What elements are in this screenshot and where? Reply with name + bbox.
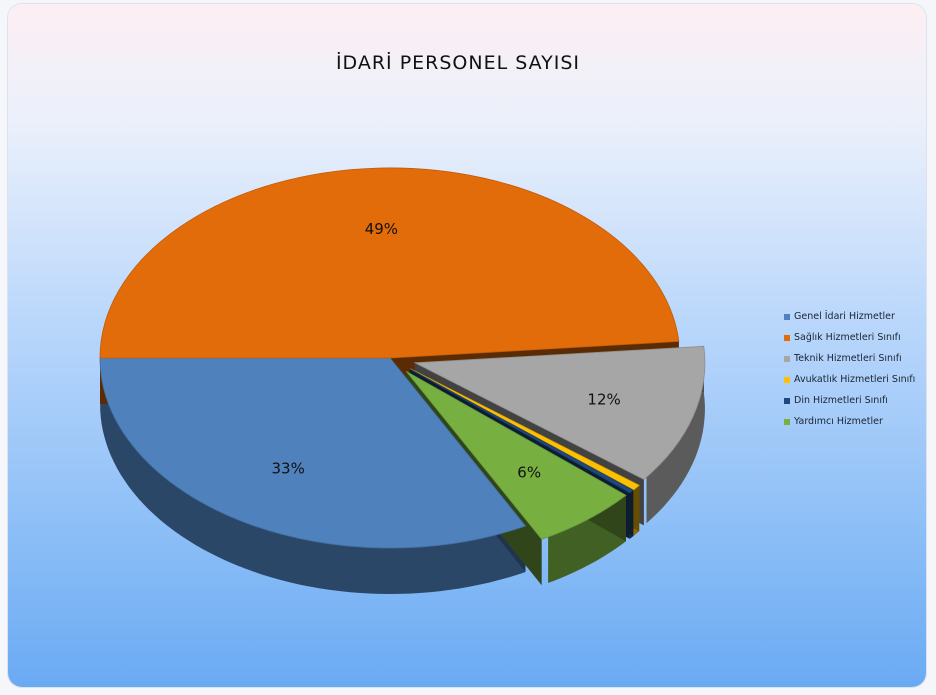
pie-slice-yardimci-hizmetler	[405, 370, 627, 540]
slice-outer-wall	[646, 346, 705, 524]
legend-swatch	[784, 418, 790, 425]
legend-item-genel-idari-hizmetler: Genel İdari Hizmetler	[784, 306, 915, 327]
legend-swatch	[784, 355, 790, 362]
data-label-teknik-hizmetleri-sinifi: 12%	[587, 390, 620, 408]
pie-slice-din-hizmetleri-sinifi	[409, 368, 634, 494]
legend-swatch	[784, 334, 790, 341]
pie-slice-saglik-hizmetleri-sinifi	[99, 167, 680, 359]
legend-label: Teknik Hizmetleri Sınıfı	[794, 353, 902, 364]
legend-label: Yardımcı Hizmetler	[794, 416, 883, 427]
legend-item-avukatlik-hizmetleri-sinifi: Avukatlık Hizmetleri Sınıfı	[784, 369, 915, 390]
data-label-yardimci-hizmetler: 6%	[517, 463, 541, 481]
chart-legend: Genel İdari Hizmetler Sağlık Hizmetleri S…	[784, 306, 915, 432]
legend-label: Avukatlık Hizmetleri Sınıfı	[794, 374, 916, 385]
chart-area: İDARİ PERSONEL SAYISI 33% 49% 12% 6% Genel …	[8, 4, 926, 687]
legend-item-din-hizmetleri-sinifi: Din Hizmetleri Sınıfı	[784, 390, 915, 411]
data-label-genel-idari-hizmetler: 33%	[272, 460, 305, 478]
chart-title: İDARİ PERSONEL SAYISI	[335, 52, 581, 74]
pie-slice-avukatlik-hizmetleri-sinifi	[410, 368, 640, 491]
pie-slice-genel-idari-hizmetler	[99, 357, 527, 549]
legend-swatch	[784, 376, 790, 383]
data-label-saglik-hizmetleri-sinifi: 49%	[365, 220, 398, 238]
legend-swatch	[784, 313, 790, 320]
legend-item-yardimci-hizmetler: Yardımcı Hizmetler	[784, 411, 915, 432]
legend-item-saglik-hizmetleri-sinifi: Sağlık Hizmetleri Sınıfı	[784, 327, 915, 348]
legend-item-teknik-hizmetleri-sinifi: Teknik Hizmetleri Sınıfı	[784, 348, 915, 369]
legend-label: Genel İdari Hizmetler	[794, 311, 895, 322]
slice-outer-wall	[100, 364, 526, 594]
legend-label: Din Hizmetleri Sınıfı	[794, 395, 888, 406]
pie-chart: 33% 49% 12% 6%	[99, 167, 706, 594]
pie-slice-teknik-hizmetleri-sinifi	[413, 345, 706, 480]
legend-swatch	[784, 397, 790, 404]
legend-label: Sağlık Hizmetleri Sınıfı	[794, 332, 901, 343]
